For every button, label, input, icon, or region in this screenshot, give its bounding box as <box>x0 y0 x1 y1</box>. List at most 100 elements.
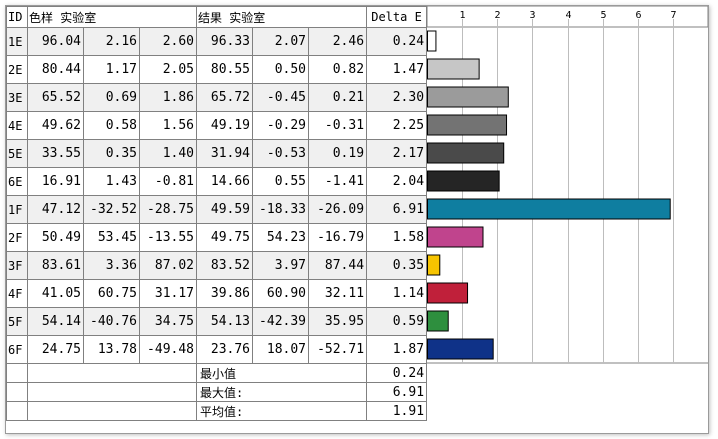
table-row[interactable]: 4E 49.62 0.58 1.56 49.19 -0.29 -0.31 2.25 <box>6 111 428 140</box>
delta-e-value: 6.91 <box>366 195 428 224</box>
sample-lab-value: 83.61 <box>27 251 84 280</box>
empty-cell <box>26 363 198 383</box>
result-lab-value: 2.07 <box>252 27 310 56</box>
result-lab-value: -0.31 <box>308 111 368 140</box>
table-row[interactable]: 1E 96.04 2.16 2.60 96.33 2.07 2.46 0.24 <box>6 27 428 56</box>
delta-e-value: 0.35 <box>366 251 428 280</box>
tick-label: 1 <box>459 10 465 21</box>
delta-e-value: 1.47 <box>366 55 428 84</box>
summary-value: 0.24 <box>366 363 428 383</box>
table-row[interactable]: 5F 54.14 -40.76 34.75 54.13 -42.39 35.95 0.59 <box>6 307 428 336</box>
empty-cell <box>26 382 198 402</box>
table-row[interactable]: 4F 41.05 60.75 31.17 39.86 60.90 32.11 1.14 <box>6 279 428 308</box>
tick-label: 5 <box>600 10 606 21</box>
sample-lab-value: 16.91 <box>27 167 84 196</box>
sample-lab-value: 60.75 <box>83 279 140 308</box>
result-lab-value: -0.53 <box>252 139 310 168</box>
sample-lab-value: 1.17 <box>83 55 140 84</box>
patch-id: 5F <box>6 307 28 336</box>
table-row[interactable]: 3E 65.52 0.69 1.86 65.72 -0.45 0.21 2.30 <box>6 83 428 112</box>
table-row[interactable]: 6E 16.91 1.43 -0.81 14.66 0.55 -1.41 2.04 <box>6 167 428 196</box>
sample-lab-value: 65.52 <box>27 83 84 112</box>
result-lab-value: 49.19 <box>196 111 254 140</box>
summary-row: 最大值: 6.91 <box>6 382 428 402</box>
table-row[interactable]: 3F 83.61 3.36 87.02 83.52 3.97 87.44 0.35 <box>6 251 428 280</box>
sample-lab-value: 2.60 <box>138 27 198 56</box>
sample-lab-value: 31.17 <box>138 279 198 308</box>
table-row[interactable]: 6F 24.75 13.78 -49.48 23.76 18.07 -52.71 1.87 <box>6 335 428 364</box>
sample-lab-value: 1.40 <box>138 139 198 168</box>
sample-lab-value: 2.05 <box>138 55 198 84</box>
sample-lab-value: 87.02 <box>138 251 198 280</box>
delta-e-value: 1.58 <box>366 223 428 252</box>
table-row[interactable]: 2F 50.49 53.45 -13.55 49.75 54.23 -16.79 1.58 <box>6 223 428 252</box>
delta-e-value: 0.59 <box>366 307 428 336</box>
result-lab-value: 14.66 <box>196 167 254 196</box>
result-lab-value: -16.79 <box>308 223 368 252</box>
delta-e-value: 2.04 <box>366 167 428 196</box>
summary-label: 最大值: <box>196 382 368 402</box>
bar-5f <box>427 310 449 332</box>
result-lab-value: -42.39 <box>252 307 310 336</box>
result-lab-value: 23.76 <box>196 335 254 364</box>
sample-lab-value: 24.75 <box>27 335 84 364</box>
result-lab-value: 49.75 <box>196 223 254 252</box>
table-row[interactable]: 2E 80.44 1.17 2.05 80.55 0.50 0.82 1.47 <box>6 55 428 84</box>
table-row[interactable]: 5E 33.55 0.35 1.40 31.94 -0.53 0.19 2.17 <box>6 139 428 168</box>
patch-id: 2E <box>6 55 28 84</box>
result-lab-value: 65.72 <box>196 83 254 112</box>
sample-lab-value: -13.55 <box>138 223 198 252</box>
summary-value: 6.91 <box>366 382 428 402</box>
summary-value: 1.91 <box>366 401 428 421</box>
sample-lab-value: 0.58 <box>83 111 140 140</box>
empty-cell <box>26 401 198 421</box>
result-lab-value: 0.19 <box>308 139 368 168</box>
patch-id: 6F <box>6 335 28 364</box>
patch-id: 6E <box>6 167 28 196</box>
delta-e-value: 0.24 <box>366 27 428 56</box>
result-lab-value: -1.41 <box>308 167 368 196</box>
result-header: 结果 实验室 <box>196 6 368 28</box>
bar-3f <box>427 254 441 276</box>
table-row[interactable]: 1F 47.12 -32.52 -28.75 49.59 -18.33 -26.09 6.91 <box>6 195 428 224</box>
sample-lab-value: 80.44 <box>27 55 84 84</box>
patch-id: 4E <box>6 111 28 140</box>
result-lab-value: 0.82 <box>308 55 368 84</box>
result-lab-value: 31.94 <box>196 139 254 168</box>
patch-id: 1F <box>6 195 28 224</box>
sample-lab-value: 47.12 <box>27 195 84 224</box>
result-lab-value: 80.55 <box>196 55 254 84</box>
sample-lab-value: -0.81 <box>138 167 198 196</box>
summary-label: 最小值 <box>196 363 368 383</box>
sample-lab-value: 0.69 <box>83 83 140 112</box>
sample-lab-value: 49.62 <box>27 111 84 140</box>
empty-cell <box>6 363 28 383</box>
empty-cell <box>6 382 28 402</box>
result-lab-value: 87.44 <box>308 251 368 280</box>
result-lab-value: 18.07 <box>252 335 310 364</box>
patch-id: 1E <box>6 27 28 56</box>
tick-label: 6 <box>635 10 641 21</box>
sample-lab-value: 1.56 <box>138 111 198 140</box>
tick-label: 4 <box>565 10 571 21</box>
delta-e-value: 2.30 <box>366 83 428 112</box>
bar-4e <box>427 114 508 136</box>
result-lab-value: 60.90 <box>252 279 310 308</box>
sample-lab-value: 33.55 <box>27 139 84 168</box>
color-table: ID 色样 实验室 结果 实验室 Delta E 1E 96.04 2.16 2.60… <box>6 6 428 421</box>
bar-2e <box>427 58 480 80</box>
sample-lab-value: 3.36 <box>83 251 140 280</box>
patch-id: 3E <box>6 83 28 112</box>
sample-header: 色样 实验室 <box>26 6 198 28</box>
sample-lab-value: -49.48 <box>138 335 198 364</box>
result-lab-value: 49.59 <box>196 195 254 224</box>
result-lab-value: 83.52 <box>196 251 254 280</box>
sample-lab-value: 1.43 <box>83 167 140 196</box>
bar-5e <box>427 142 505 164</box>
delta-e-bar-chart: 1 2 3 4 5 6 7 <box>427 6 708 364</box>
sample-lab-value: 2.16 <box>83 27 140 56</box>
result-lab-value: -52.71 <box>308 335 368 364</box>
patch-id: 4F <box>6 279 28 308</box>
sample-lab-value: 1.86 <box>138 83 198 112</box>
bar-2f <box>427 226 484 248</box>
